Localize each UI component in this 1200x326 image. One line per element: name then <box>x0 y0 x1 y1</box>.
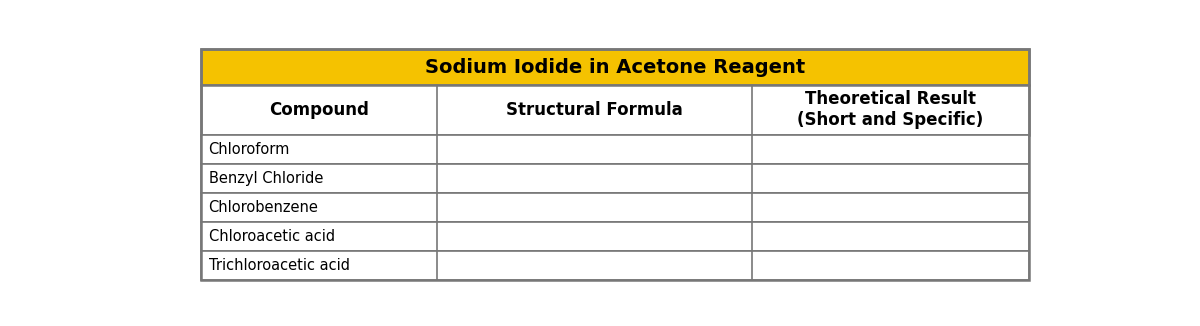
Text: Compound: Compound <box>269 101 370 119</box>
Text: Chloroacetic acid: Chloroacetic acid <box>209 229 335 244</box>
Bar <box>202 49 1028 85</box>
Bar <box>202 164 1028 193</box>
Text: Structural Formula: Structural Formula <box>506 101 683 119</box>
Text: Trichloroacetic acid: Trichloroacetic acid <box>209 258 349 273</box>
Text: Sodium Iodide in Acetone Reagent: Sodium Iodide in Acetone Reagent <box>425 58 805 77</box>
Text: Theoretical Result
(Short and Specific): Theoretical Result (Short and Specific) <box>797 90 983 129</box>
Bar <box>202 193 1028 222</box>
Bar <box>202 222 1028 251</box>
Bar <box>202 49 1028 280</box>
Bar <box>202 251 1028 280</box>
Bar <box>202 85 1028 135</box>
Text: Chloroform: Chloroform <box>209 142 290 157</box>
Bar <box>202 135 1028 164</box>
Text: Chlorobenzene: Chlorobenzene <box>209 200 318 215</box>
Text: Benzyl Chloride: Benzyl Chloride <box>209 171 323 186</box>
